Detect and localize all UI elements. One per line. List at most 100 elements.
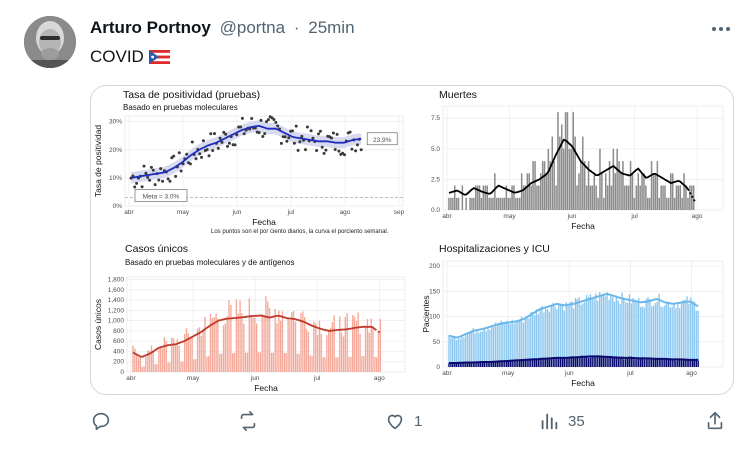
- x-tick-label: jul: [630, 213, 638, 220]
- daily-point: [205, 148, 209, 152]
- views-button[interactable]: 35: [538, 410, 585, 432]
- daily-bar: [564, 112, 567, 210]
- daily-bar: [670, 173, 672, 210]
- author-handle[interactable]: @portna: [219, 18, 286, 37]
- hospital-bar: [522, 322, 525, 367]
- icu-bar: [487, 361, 489, 367]
- icu-bar: [511, 360, 513, 367]
- icu-bar: [613, 357, 616, 367]
- icu-bar: [652, 357, 655, 367]
- author-name[interactable]: Arturo Portnoy: [90, 18, 211, 37]
- y-tick-label: 0%: [113, 203, 123, 210]
- daily-bar: [180, 361, 182, 372]
- x-tick-label: jun: [250, 375, 260, 382]
- hospital-bar: [558, 304, 560, 367]
- icu-bar: [623, 359, 625, 367]
- daily-bar: [294, 321, 297, 372]
- media-card[interactable]: Tasa de positividad (pruebas) Basado en …: [90, 85, 734, 395]
- hospital-bar: [498, 323, 500, 367]
- icu-bar: [595, 357, 597, 367]
- x-tick-label: ago: [686, 370, 697, 377]
- daily-point: [305, 125, 309, 129]
- daily-bar: [629, 161, 632, 210]
- daily-bar: [370, 318, 372, 372]
- weekly-line: [448, 138, 689, 196]
- chart-title: Tasa de positividad (pruebas): [123, 89, 261, 101]
- daily-point: [272, 118, 276, 121]
- hospital-bar: [688, 303, 690, 367]
- daily-point: [240, 116, 244, 120]
- y-tick-label: 20%: [109, 147, 122, 154]
- icu-bar: [638, 358, 640, 367]
- reply-button[interactable]: [90, 410, 120, 432]
- daily-bar: [220, 353, 223, 372]
- hospital-bar: [580, 304, 582, 367]
- daily-bar: [526, 173, 529, 210]
- daily-bar: [610, 185, 613, 210]
- confidence-band: [131, 120, 362, 184]
- repost-button[interactable]: [236, 410, 268, 432]
- icu-bar: [578, 358, 580, 367]
- daily-bar: [208, 356, 210, 372]
- hospital-bar: [649, 299, 651, 367]
- hospital-bar: [623, 297, 625, 367]
- x-tick-label: ago: [374, 375, 385, 382]
- daily-point: [194, 157, 198, 161]
- daily-bar: [237, 313, 239, 372]
- x-tick-label: sep: [394, 209, 405, 216]
- daily-point: [161, 179, 165, 183]
- daily-point: [318, 129, 322, 133]
- projected-line: [687, 188, 697, 204]
- daily-bar: [582, 136, 584, 210]
- daily-bar: [469, 197, 471, 210]
- hospital-bar: [481, 331, 484, 367]
- daily-point: [159, 167, 163, 171]
- daily-bar: [254, 317, 256, 372]
- icu-bar: [576, 356, 578, 367]
- positivity-panel: Tasa de positividad (pruebas) Basado en …: [91, 86, 413, 241]
- daily-point: [200, 155, 203, 159]
- hospital-bar: [595, 293, 597, 367]
- daily-bar: [256, 323, 258, 372]
- hospital-bar: [543, 312, 545, 367]
- daily-bar: [361, 356, 363, 372]
- daily-bar: [182, 361, 184, 372]
- icu-bar: [656, 358, 658, 367]
- daily-bar: [452, 197, 454, 210]
- icu-bar: [463, 363, 465, 367]
- daily-bar: [513, 185, 515, 210]
- daily-bar: [553, 161, 555, 210]
- icu-bar: [639, 358, 642, 367]
- hospital-bar: [675, 308, 677, 367]
- y-tick-label: 100: [429, 314, 440, 321]
- y-axis-title: Tasa de positividad: [93, 125, 103, 198]
- share-button[interactable]: [704, 410, 726, 432]
- like-button[interactable]: 1: [384, 410, 422, 432]
- daily-bar: [165, 340, 167, 372]
- icu-bar: [468, 362, 471, 367]
- avatar[interactable]: [24, 16, 76, 68]
- icu-bar: [552, 359, 554, 367]
- icu-bar: [591, 356, 593, 367]
- icu-bar: [626, 357, 629, 367]
- daily-bar: [499, 197, 502, 210]
- more-options-button[interactable]: [708, 19, 734, 39]
- daily-bar: [204, 316, 206, 372]
- daily-point: [333, 148, 337, 151]
- hospital-bar: [561, 304, 564, 367]
- hospital-bar: [567, 305, 569, 367]
- y-axis-title: Pacientes: [421, 295, 431, 332]
- y-tick-label: 50: [433, 339, 441, 346]
- daily-bar: [597, 197, 599, 210]
- daily-point: [179, 169, 183, 173]
- daily-point: [324, 148, 328, 152]
- hospital-bar: [511, 319, 513, 367]
- icu-bar: [563, 357, 565, 367]
- daily-point: [320, 145, 324, 149]
- post-time[interactable]: 25min: [308, 18, 355, 37]
- daily-bar: [656, 161, 659, 210]
- icu-bar: [513, 360, 515, 367]
- hospital-bar: [474, 333, 476, 367]
- chart-title: Casos únicos: [125, 243, 189, 255]
- daily-point: [276, 124, 280, 128]
